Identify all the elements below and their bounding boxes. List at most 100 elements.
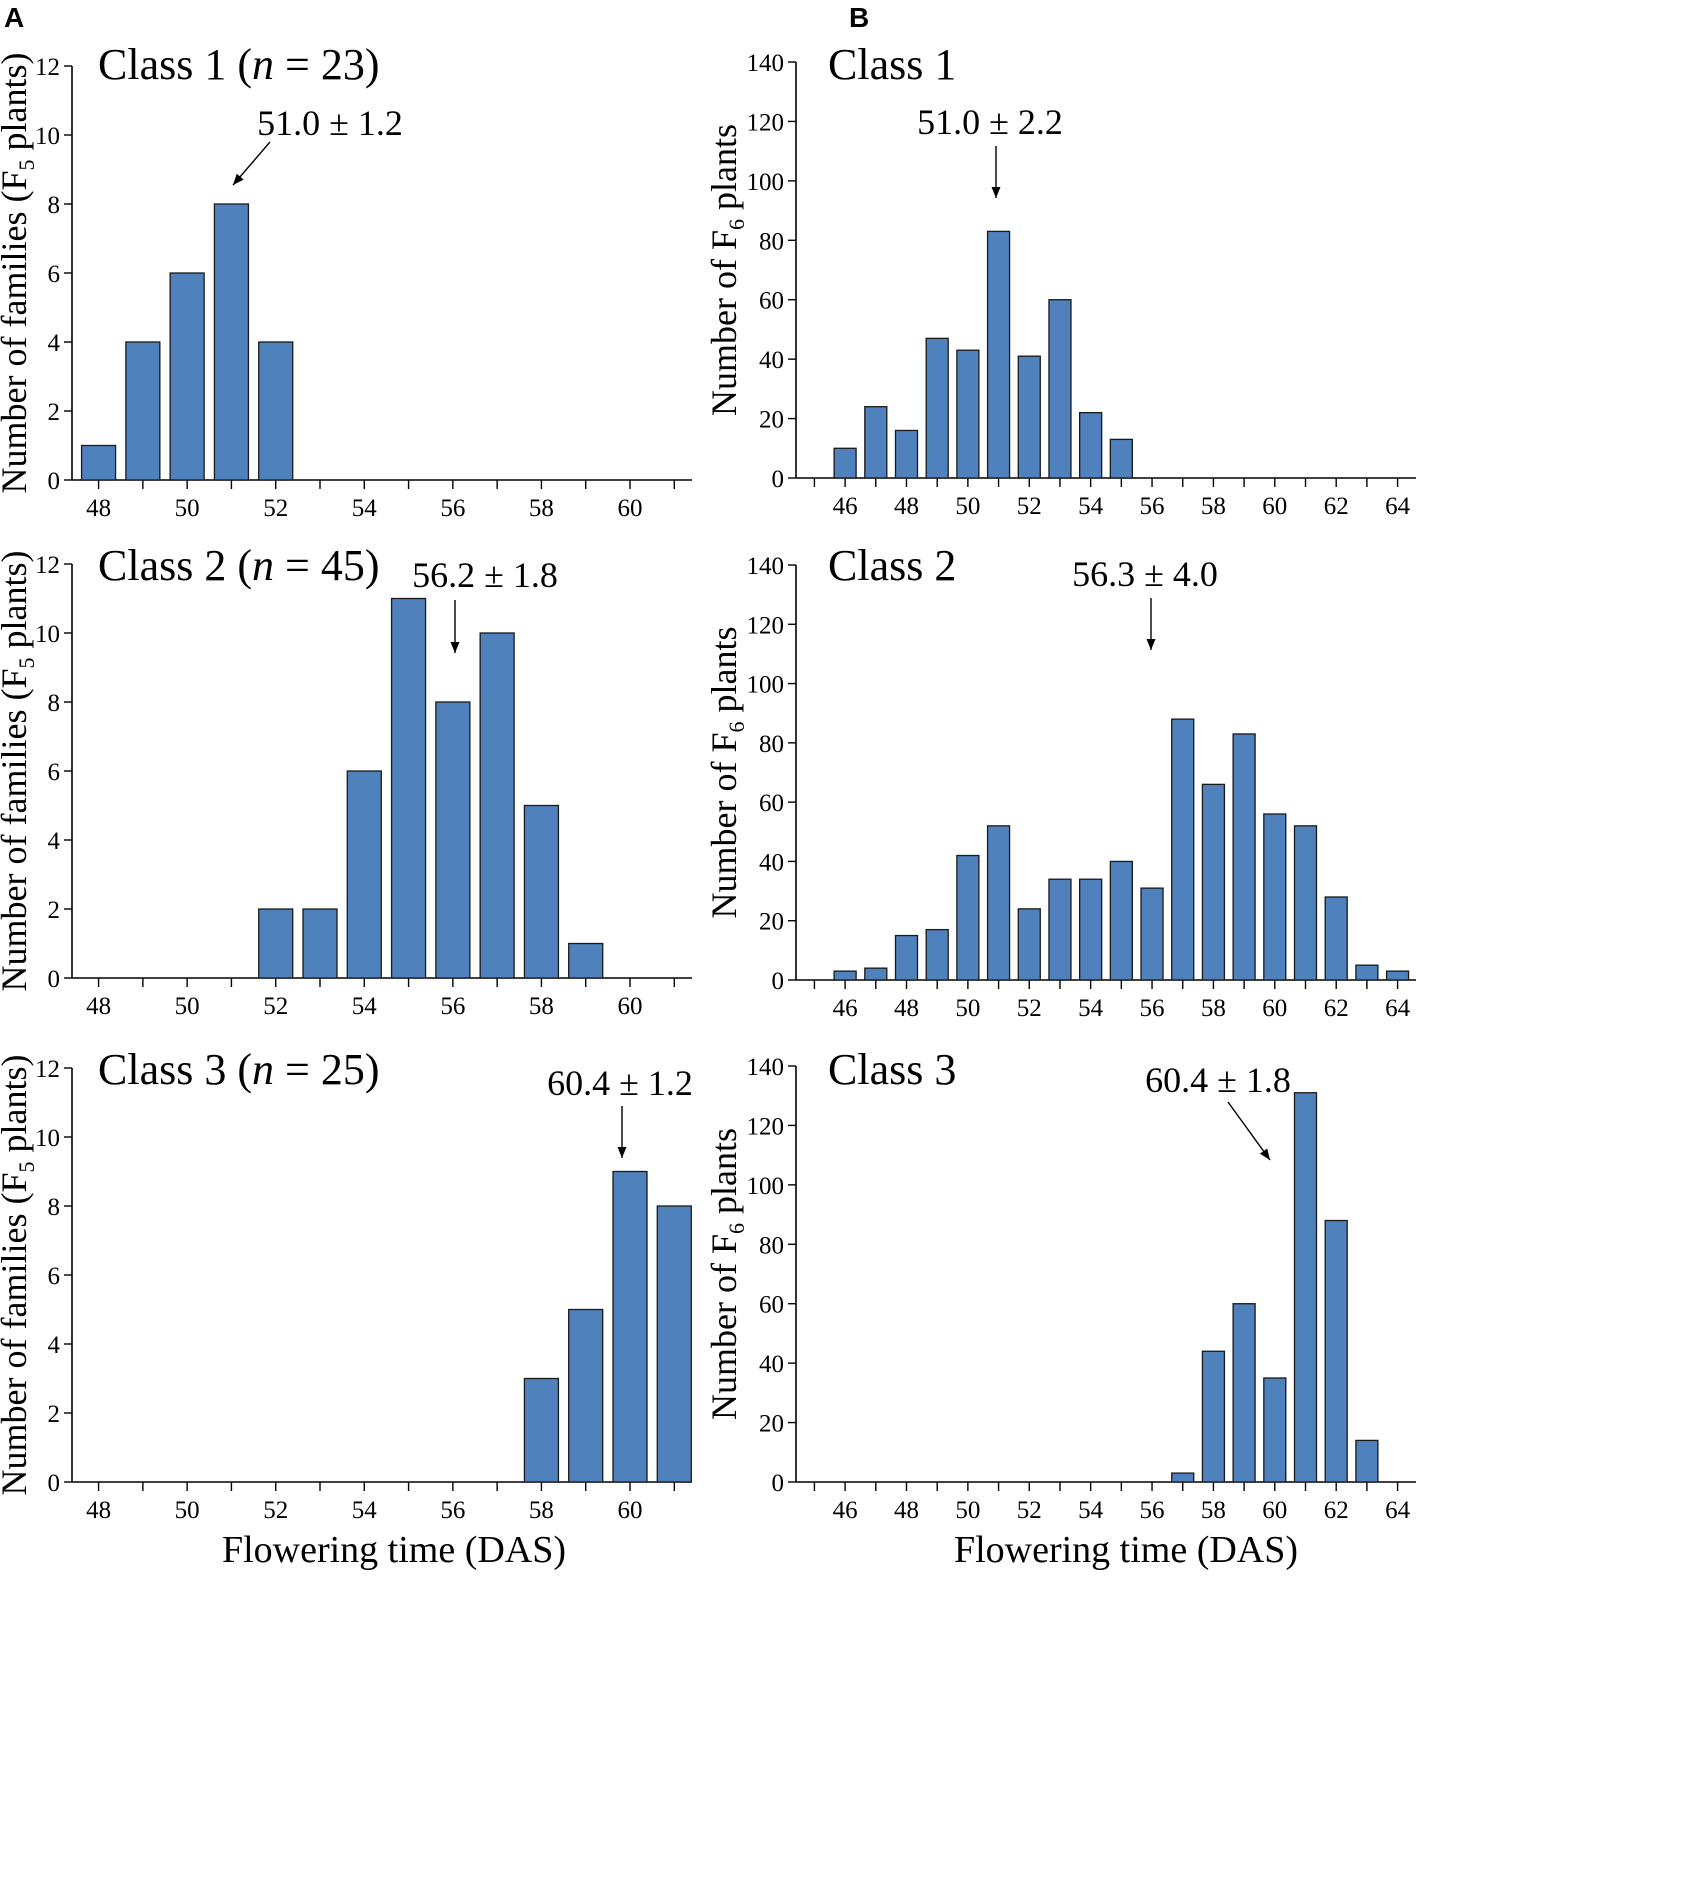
y-tick-label: 8 [48, 690, 61, 717]
bar [258, 908, 294, 979]
bar [568, 1308, 604, 1483]
y-axis-label-subscript: 5 [14, 1162, 39, 1173]
x-tick-label: 48 [894, 493, 919, 520]
x-tick-label: 54 [352, 495, 378, 522]
x-axis-label: Flowering time (DAS) [222, 1529, 566, 1571]
y-tick-label: 100 [747, 169, 785, 196]
bar [125, 341, 161, 481]
y-tick-label: 120 [747, 109, 785, 136]
bar [1109, 438, 1133, 479]
bar [1171, 718, 1195, 981]
x-tick-label: 52 [1017, 1497, 1042, 1524]
chart-title: Class 2 [828, 541, 956, 590]
x-tick-label: 56 [1140, 1497, 1165, 1524]
title-suffix: = 45) [274, 541, 379, 590]
annotation-arrowhead [1259, 1148, 1270, 1160]
annotation-arrowhead [1146, 639, 1156, 650]
y-tick-label: 8 [48, 1194, 61, 1221]
y-tick-label: 80 [759, 228, 784, 255]
title-text: Class 3 [828, 1045, 956, 1094]
bar [479, 632, 515, 979]
y-tick-label: 0 [772, 1470, 785, 1497]
mean-annotation: 60.4 ± 1.2 [547, 1063, 693, 1103]
title-text: Class 3 ( [98, 1045, 252, 1094]
bar [1017, 908, 1041, 981]
chart-title: Class 1 (n = 23) [98, 40, 379, 89]
bar [346, 770, 382, 979]
x-tick-label: 54 [1078, 995, 1104, 1022]
y-axis-label-subscript: 6 [724, 722, 749, 733]
bar [925, 928, 949, 981]
chart-title: Class 1 [828, 40, 956, 89]
y-axis-label-text: Number of families (F [0, 171, 34, 494]
x-tick-label: 62 [1324, 493, 1349, 520]
x-tick-label: 46 [833, 493, 858, 520]
x-tick-label: 60 [1262, 1497, 1287, 1524]
bar [1324, 1219, 1348, 1483]
x-tick-label: 60 [1262, 493, 1287, 520]
bar [1263, 813, 1287, 981]
bar [523, 1377, 560, 1483]
y-axis-label-text: Number of F [704, 230, 744, 416]
mean-annotation: 56.2 ± 1.8 [412, 555, 558, 595]
x-tick-label: 56 [1140, 995, 1165, 1022]
bar [523, 804, 560, 979]
x-tick-label: 56 [440, 495, 465, 522]
annotation-arrowhead [233, 173, 244, 185]
title-text: Class 1 [828, 40, 956, 89]
chart-b-class-1: 0 20 40 60 80 100 120 140 46 48 50 52 54 56 58 60 62 64 Cl… [704, 40, 1416, 520]
bar [864, 967, 888, 981]
bar [1201, 1350, 1226, 1483]
panel-label-b: B [849, 2, 869, 33]
y-tick-label: 4 [48, 1332, 61, 1359]
chart-title: Class 2 (n = 45) [98, 541, 379, 590]
mean-annotation: 51.0 ± 1.2 [257, 103, 403, 143]
x-tick-label: 62 [1324, 995, 1349, 1022]
x-tick-label: 46 [833, 1497, 858, 1524]
y-tick-label: 2 [48, 1401, 61, 1428]
x-tick-label: 48 [86, 495, 111, 522]
bar [1017, 355, 1041, 479]
panel-label-a: A [4, 2, 24, 33]
y-tick-label: 20 [759, 909, 784, 936]
y-axis-label: Number of F6 plants [704, 124, 749, 416]
bar [1355, 964, 1379, 981]
y-axis-label-text: Number of families (F [0, 669, 34, 992]
bar [612, 1170, 648, 1483]
x-tick-label: 46 [833, 995, 858, 1022]
y-tick-label: 12 [35, 1056, 60, 1083]
title-text: Class 1 ( [98, 40, 252, 89]
y-axis-label: Number of families (F5 plants) [0, 551, 39, 992]
x-tick-label: 52 [263, 993, 288, 1020]
bar [568, 942, 604, 979]
y-tick-label: 80 [759, 1232, 784, 1259]
y-tick-label: 10 [35, 1125, 60, 1152]
y-tick-label: 40 [759, 849, 784, 876]
x-tick-label: 50 [175, 1497, 200, 1524]
y-axis-label-suffix: plants) [0, 551, 34, 658]
x-tick-label: 48 [86, 1497, 111, 1524]
bar [1171, 1472, 1195, 1483]
y-tick-label: 0 [48, 966, 61, 993]
x-tick-label: 58 [1201, 995, 1226, 1022]
y-tick-label: 40 [759, 347, 784, 374]
x-tick-label: 60 [618, 993, 643, 1020]
bar [1293, 1092, 1318, 1483]
bar [894, 934, 919, 981]
bar [1079, 411, 1103, 479]
y-tick-label: 140 [747, 1054, 785, 1081]
bar [435, 701, 471, 979]
mean-annotation: 51.0 ± 2.2 [917, 102, 1063, 142]
y-axis-label-subscript: 6 [724, 219, 749, 230]
y-tick-label: 100 [747, 672, 785, 699]
y-axis-label-subscript: 5 [14, 658, 39, 669]
x-tick-label: 58 [1201, 493, 1226, 520]
x-tick-label: 48 [894, 1497, 919, 1524]
bar [656, 1205, 692, 1483]
y-axis-label-text: Number of F [704, 1234, 744, 1420]
chart-a-class-3: 0 2 4 6 8 10 12 48 50 52 54 56 58 60 Class 3 (n = 25) N… [0, 1045, 693, 1571]
title-n: n [252, 541, 274, 590]
x-tick-label: 50 [175, 993, 200, 1020]
bar [894, 429, 919, 479]
x-tick-label: 56 [440, 993, 465, 1020]
